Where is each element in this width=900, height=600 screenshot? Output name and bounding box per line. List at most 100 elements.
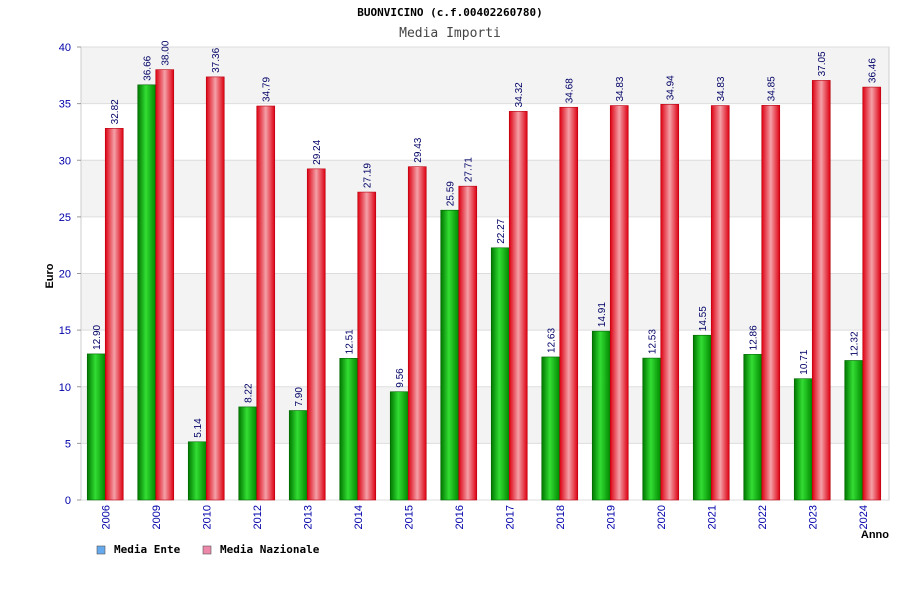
x-tick-label: 2017 [504,505,516,529]
x-tick-label: 2021 [706,505,718,529]
value-label: 14.91 [597,302,608,327]
x-tick-label: 2014 [353,505,365,529]
x-tick-label: 2023 [807,505,819,529]
value-label: 10.71 [799,349,810,374]
bar-media-nazionale-2022 [761,105,781,501]
bar-media-nazionale-2020 [660,104,680,501]
bars [86,69,882,501]
value-label: 36.46 [868,58,879,83]
bar-media-nazionale-2006 [104,128,124,501]
bar-media-ente-2010 [187,441,207,501]
value-label: 9.56 [395,368,406,388]
value-label: 37.36 [211,47,222,72]
value-label: 12.53 [648,329,659,354]
value-label: 34.83 [615,76,626,101]
value-label: 14.55 [698,306,709,331]
bar-media-ente-2016 [440,209,460,501]
bar-media-ente-2022 [743,354,763,501]
y-tick-label: 30 [59,155,71,167]
x-tick-label: 2024 [858,505,870,529]
bar-media-ente-2015 [389,391,409,501]
legend-label-media-nazionale: Media Nazionale [220,543,320,556]
bar-media-ente-2019 [591,330,611,501]
x-tick-label: 2009 [151,505,163,529]
x-tick-label: 2006 [100,505,112,529]
value-label: 37.05 [817,51,828,76]
y-tick-label: 10 [59,382,71,394]
legend-swatch-media-nazionale [202,545,212,555]
x-tick-label: 2016 [454,505,466,529]
y-axis-ticks: 0 5 10 15 20 25 30 35 40 [59,42,81,507]
bar-media-ente-2006 [86,353,106,501]
bar-media-nazionale-2014 [357,191,377,501]
bar-media-nazionale-2009 [155,69,175,501]
value-label: 34.94 [666,75,677,100]
x-tick-label: 2015 [403,505,415,529]
y-tick-label: 20 [59,269,71,281]
bar-media-nazionale-2013 [306,168,326,501]
bar-media-nazionale-2024 [862,86,882,501]
value-label: 22.27 [496,218,507,243]
bar-media-ente-2013 [288,410,308,501]
value-label: 34.32 [514,82,525,107]
legend-swatch-media-ente [96,545,106,555]
bar-media-ente-2012 [238,406,258,501]
value-label: 5.14 [193,418,204,438]
chart-subtitle: Media Importi [399,26,501,41]
bar-media-nazionale-2018 [559,106,579,501]
y-tick-label: 25 [59,212,71,224]
value-label: 12.51 [345,329,356,354]
bar-media-nazionale-2019 [609,105,629,501]
value-label: 34.83 [716,76,727,101]
x-tick-label: 2013 [302,505,314,529]
value-label: 29.43 [413,137,424,162]
bar-media-nazionale-2021 [710,105,730,501]
bar-media-nazionale-2012 [256,105,276,501]
value-label: 12.63 [547,328,558,353]
x-tick-label: 2022 [757,505,769,529]
bar-media-nazionale-2015 [407,166,427,501]
value-label: 7.90 [294,387,305,407]
bar-media-ente-2023 [793,378,813,501]
x-tick-label: 2019 [605,505,617,529]
y-tick-label: 5 [65,438,71,450]
value-label: 12.90 [92,324,103,349]
bar-media-nazionale-2017 [508,111,528,501]
value-label: 32.82 [110,99,121,124]
legend-label-media-ente: Media Ente [114,543,181,556]
value-label: 8.22 [244,383,255,403]
value-label: 12.32 [850,331,861,356]
value-label: 12.86 [749,325,760,350]
value-label: 34.79 [262,77,273,102]
bar-media-ente-2024 [844,360,864,501]
y-axis-label: Euro [44,263,56,288]
legend: Media Ente Media Nazionale [96,543,320,556]
value-label: 27.71 [464,157,475,182]
y-tick-label: 35 [59,99,71,111]
y-tick-label: 40 [59,42,71,54]
x-axis-label: Anno [861,529,889,541]
bar-media-ente-2018 [541,356,561,501]
x-tick-label: 2012 [252,505,264,529]
value-label: 36.66 [143,55,154,80]
bar-media-ente-2009 [137,84,157,501]
value-label: 34.68 [565,78,576,103]
x-tick-label: 2018 [555,505,567,529]
bar-media-nazionale-2023 [811,80,831,501]
chart-title: BUONVICINO (c.f.00402260780) [357,6,542,19]
y-tick-label: 0 [65,495,71,507]
x-axis-ticks: 2006 2009 2010 2012 2013 2014 2015 2016 2017 2018… [100,505,870,529]
bar-media-ente-2020 [642,357,662,501]
bar-media-ente-2017 [490,247,510,501]
bar-media-ente-2021 [692,334,712,501]
y-tick-label: 15 [59,325,71,337]
value-label: 27.19 [363,163,374,188]
bar-media-nazionale-2010 [205,76,225,501]
bar-media-nazionale-2016 [458,185,478,501]
value-labels: 12.90 32.82 36.66 38.00 5.14 37.36 8.22 34.79 7.… [92,40,879,438]
value-label: 25.59 [446,181,457,206]
bar-media-ente-2014 [339,358,359,501]
value-label: 38.00 [161,40,172,65]
x-tick-label: 2010 [201,505,213,529]
